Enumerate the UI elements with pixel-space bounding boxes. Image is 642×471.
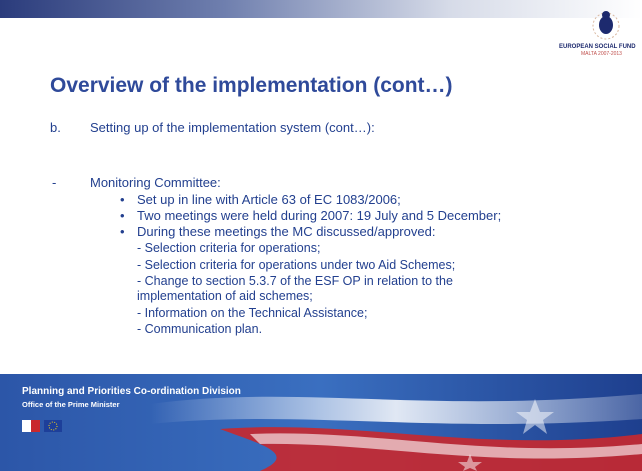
slide-title: Overview of the implementation (cont…)	[50, 74, 453, 98]
sub-item: - Selection criteria for operations unde…	[137, 258, 455, 272]
sub-item: - Information on the Technical Assistanc…	[137, 306, 367, 320]
logo-text: EUROPEAN SOCIAL FUND	[559, 44, 636, 50]
sub-item: - Communication plan.	[137, 322, 262, 336]
top-bar	[0, 0, 642, 18]
sub-item: - Selection criteria for operations;	[137, 241, 320, 255]
footer-division: Planning and Priorities Co-ordination Di…	[22, 386, 241, 397]
bullet-marker: •	[120, 208, 125, 223]
logo-subtext: MALTA 2007-2013	[581, 51, 622, 57]
bullet-text: Two meetings were held during 2007: 19 J…	[137, 208, 501, 223]
item-marker: -	[52, 175, 56, 190]
item-text: Monitoring Committee:	[90, 175, 221, 190]
sub-item: - Change to section 5.3.7 of the ESF OP …	[137, 274, 453, 288]
section-text: Setting up of the implementation system …	[90, 120, 375, 135]
section-marker: b.	[50, 120, 61, 135]
bullet-marker: •	[120, 224, 125, 239]
logo-emblem	[586, 6, 626, 40]
bullet-text: Set up in line with Article 63 of EC 108…	[137, 192, 401, 207]
sub-item: implementation of aid schemes;	[137, 289, 313, 303]
bullet-text: During these meetings the MC discussed/a…	[137, 224, 435, 239]
footer-office: Office of the Prime Minister	[22, 400, 120, 409]
bullet-marker: •	[120, 192, 125, 207]
slide: EUROPEAN SOCIAL FUND MALTA 2007-2013 Ove…	[0, 0, 642, 471]
